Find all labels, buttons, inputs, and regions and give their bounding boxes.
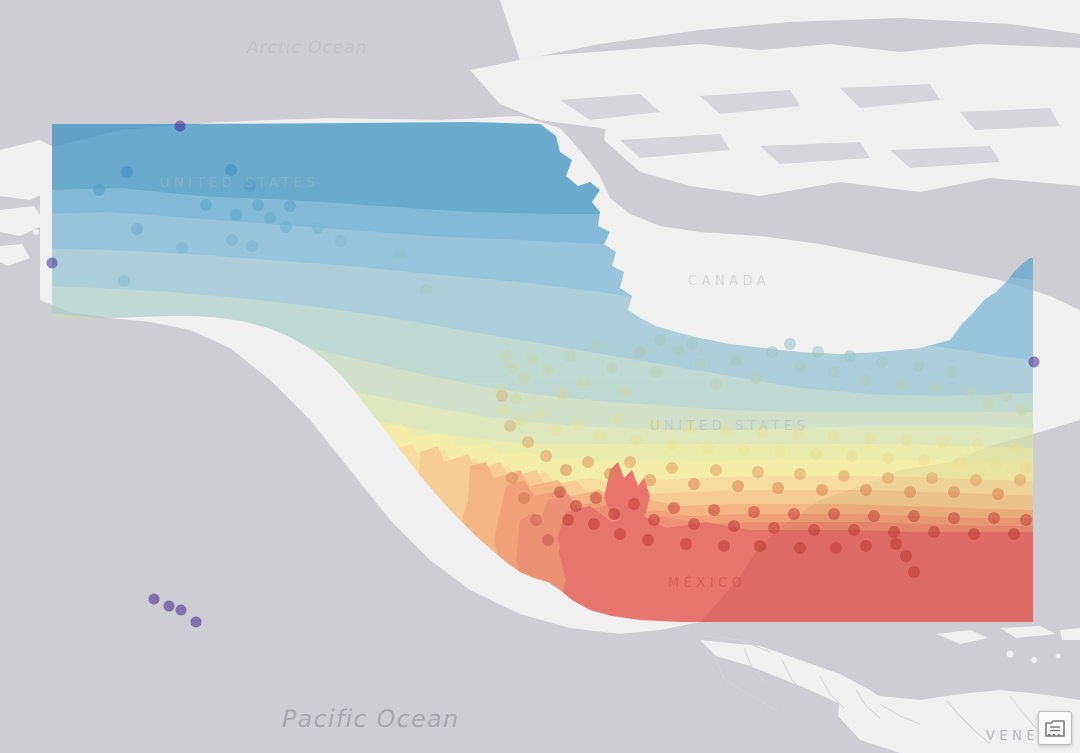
marker-inside-extent — [93, 164, 1032, 578]
layers-control-button[interactable] — [1038, 711, 1072, 745]
layers-legend-icon — [1044, 718, 1066, 738]
political-borders — [699, 635, 1037, 745]
station-marker-group — [46, 120, 1040, 628]
marker-outside-extent — [46, 120, 1040, 628]
